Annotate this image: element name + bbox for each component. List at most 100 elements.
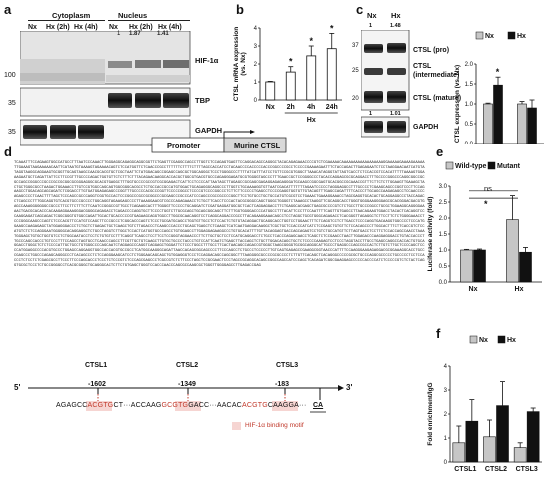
panel-d-label: d xyxy=(4,144,12,159)
chart-e: 0.0 0.5 1.0 1.5 2.0 2.5 3.0 Luciferase activity… xyxy=(427,161,542,293)
panel-e-label: e xyxy=(436,144,444,159)
site-map xyxy=(28,385,344,430)
y-tick-label: 2 xyxy=(254,62,258,68)
bar xyxy=(526,411,540,463)
significance-star: * xyxy=(289,57,293,67)
band-label-c: CTSL (mature) xyxy=(413,95,462,102)
marker-label: 35 xyxy=(8,100,16,107)
bar xyxy=(506,219,519,283)
y-tick-label: 2.0 xyxy=(439,216,448,222)
y-tick-label: 0.5 xyxy=(465,122,474,128)
band-label-tbp: TBP xyxy=(195,96,210,105)
y-tick-label: 1.0 xyxy=(439,248,448,254)
lane-label: Nx xyxy=(109,24,118,31)
ratio-bottom: 1.01 xyxy=(390,111,401,117)
y-tick-label: 3 xyxy=(444,388,448,394)
legend-swatch xyxy=(497,335,506,344)
legend-swatch xyxy=(475,31,484,40)
y-tick-label: 2.0 xyxy=(465,62,474,68)
motif-legend: HIF-1α binding motif xyxy=(245,422,304,429)
x-tick-label: 2h xyxy=(287,104,295,111)
hif-ratio: 1.41 xyxy=(157,31,169,37)
legend-swatch xyxy=(469,335,478,344)
lane-label-c: Hx xyxy=(391,11,401,20)
x-tick-label: 4h xyxy=(307,104,315,111)
x-tick-label: Hx xyxy=(515,286,524,293)
bar xyxy=(513,447,527,463)
bar xyxy=(473,249,486,283)
y-tick-label: 1 xyxy=(444,436,448,442)
significance-star: * xyxy=(330,23,334,33)
bar xyxy=(465,420,479,463)
motif-text: ACGTG xyxy=(241,402,268,409)
panel-c-label: c xyxy=(356,2,364,17)
y-tick-label: 2 xyxy=(444,412,448,418)
chart-c: 0.0 0.5 1.0 1.5 2.0 CTSL expression (vs. Nx) *… xyxy=(454,31,544,144)
western-blot-a xyxy=(20,31,191,146)
fragment-text: CT···ACCAAG xyxy=(113,402,162,409)
motif-text: ACGTG xyxy=(87,402,114,409)
ratio-top: 1.48 xyxy=(390,23,401,29)
y-tick-label: 2.5 xyxy=(439,200,448,206)
y-axis-title: Fold enrichment/IgG xyxy=(427,382,434,445)
hif-ratio: 1 xyxy=(117,31,121,37)
lane-label: Hx (2h) xyxy=(46,24,70,31)
y-tick-label: 1.0 xyxy=(465,102,474,108)
nucleus-bracket xyxy=(108,20,190,21)
nucleus-title: Nucleus xyxy=(118,11,148,20)
marker-c: 20 xyxy=(352,96,359,102)
hif-ratio: 1.87 xyxy=(129,31,141,37)
fragment-text: AGAGCC xyxy=(56,402,88,409)
x-tick-label: Nx xyxy=(266,104,275,111)
marker-label: 100 xyxy=(4,72,16,79)
band-label-c: CTSL (pro) xyxy=(413,47,450,54)
bar xyxy=(460,249,473,283)
gene-label: Murine CTSL xyxy=(234,141,281,150)
lane-label: Hx (2h) xyxy=(129,24,153,31)
y-tick-label: 4 xyxy=(444,364,448,370)
legend-label: Hx xyxy=(517,33,526,40)
legend-label: Mutant xyxy=(497,163,521,170)
bar xyxy=(527,107,537,144)
x-tick-label: CTSL1 xyxy=(454,466,476,473)
lane-label-c: Nx xyxy=(367,11,377,20)
lane-label: Hx (4h) xyxy=(158,24,182,31)
y-axis-title: CTSL expression (vs. Nx) xyxy=(454,65,461,143)
western-blot-c xyxy=(361,30,410,138)
site-position: -183 xyxy=(275,381,290,388)
band-label-c: GAPDH xyxy=(413,124,439,131)
legend-label: Nx xyxy=(485,33,494,40)
panel-b-label: b xyxy=(236,2,244,17)
bar xyxy=(285,71,296,101)
y-axis-title: Luciferase activity (fold) xyxy=(427,197,434,272)
band-label-c: CTSL xyxy=(413,63,432,70)
y-tick-label: 1 xyxy=(254,80,258,86)
site-label: CTSL3 xyxy=(276,362,299,369)
chart-f: 0 1 2 3 4 Fold enrichment/IgG CTSL1 CTSL2 CTSL3 N… xyxy=(427,335,542,473)
significance-star: * xyxy=(309,36,313,46)
band-label-c: (intermediate) xyxy=(413,72,460,79)
fragment-text: CAAGGA··· xyxy=(267,402,307,409)
ratio-bottom: 1 xyxy=(369,111,373,117)
significance-star-e: * xyxy=(484,199,488,209)
lane-label: Hx (4h) xyxy=(74,24,98,31)
promoter-label: Promoter xyxy=(167,141,201,150)
y-tick-label: 1.5 xyxy=(465,82,474,88)
significance-ns-e: ns xyxy=(484,184,492,193)
x-tick-label: Nx xyxy=(469,286,478,293)
fragment-text: GACC···AACAC xyxy=(188,402,242,409)
lane-label: Nx xyxy=(28,24,37,31)
bar xyxy=(496,405,509,463)
group-label: Hx xyxy=(307,117,316,124)
marker-c: 25 xyxy=(352,68,359,74)
site-label: CTSL1 xyxy=(85,362,108,369)
significance-star: * xyxy=(496,67,500,77)
y-tick-label: 0.0 xyxy=(439,280,448,286)
three-prime-label: 3' xyxy=(346,383,353,392)
promoter-diagram xyxy=(150,130,287,153)
tss-label: CA xyxy=(313,402,324,409)
bar xyxy=(483,103,493,144)
y-tick-label: 3 xyxy=(254,44,258,50)
legend-swatch xyxy=(487,161,496,170)
x-tick-label: CTSL2 xyxy=(485,466,507,473)
